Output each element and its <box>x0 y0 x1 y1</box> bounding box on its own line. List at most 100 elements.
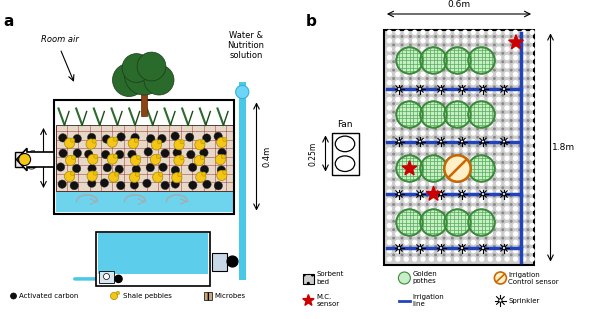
Circle shape <box>521 55 527 60</box>
Circle shape <box>445 30 451 35</box>
Circle shape <box>445 105 451 111</box>
Circle shape <box>444 101 471 128</box>
Circle shape <box>460 195 462 197</box>
Circle shape <box>425 43 428 46</box>
Circle shape <box>404 122 409 127</box>
Circle shape <box>529 139 535 144</box>
Circle shape <box>434 228 437 231</box>
Circle shape <box>445 256 451 262</box>
Circle shape <box>487 97 493 102</box>
Circle shape <box>526 60 529 63</box>
Circle shape <box>467 43 470 46</box>
Circle shape <box>462 197 468 203</box>
Circle shape <box>460 52 462 55</box>
Circle shape <box>437 214 442 220</box>
Circle shape <box>395 30 401 35</box>
Circle shape <box>462 164 468 169</box>
Circle shape <box>502 94 504 97</box>
Circle shape <box>454 256 460 262</box>
Circle shape <box>387 206 392 211</box>
Circle shape <box>158 172 163 176</box>
Circle shape <box>418 152 420 156</box>
Circle shape <box>467 60 470 63</box>
Circle shape <box>526 102 529 105</box>
Circle shape <box>412 256 418 262</box>
Circle shape <box>479 240 485 245</box>
Circle shape <box>529 63 535 69</box>
Circle shape <box>161 149 169 158</box>
Circle shape <box>518 127 521 130</box>
Circle shape <box>526 35 529 38</box>
Circle shape <box>521 256 527 262</box>
Circle shape <box>144 148 152 156</box>
Circle shape <box>440 193 442 196</box>
Circle shape <box>217 137 227 148</box>
Circle shape <box>188 163 197 172</box>
Circle shape <box>470 156 476 161</box>
Circle shape <box>476 161 479 164</box>
Circle shape <box>434 85 437 88</box>
Circle shape <box>529 114 535 119</box>
Circle shape <box>521 71 527 77</box>
Circle shape <box>395 240 401 245</box>
Circle shape <box>451 186 454 189</box>
Circle shape <box>493 52 496 55</box>
Circle shape <box>479 46 485 52</box>
Circle shape <box>496 181 501 186</box>
Circle shape <box>484 52 487 55</box>
Circle shape <box>395 97 401 102</box>
Circle shape <box>454 156 460 161</box>
Circle shape <box>434 136 437 139</box>
Circle shape <box>387 248 392 253</box>
Circle shape <box>462 206 468 211</box>
Circle shape <box>104 273 110 279</box>
Circle shape <box>425 169 428 172</box>
Circle shape <box>479 181 485 186</box>
Circle shape <box>502 111 504 114</box>
Circle shape <box>518 144 521 147</box>
Circle shape <box>521 80 527 85</box>
Circle shape <box>502 245 504 248</box>
Circle shape <box>420 38 426 43</box>
Circle shape <box>443 195 445 197</box>
Circle shape <box>529 130 535 136</box>
Circle shape <box>454 88 460 94</box>
Circle shape <box>401 69 404 71</box>
Circle shape <box>502 169 504 172</box>
Text: Sprinkler: Sprinkler <box>509 298 540 303</box>
Circle shape <box>476 152 479 156</box>
Circle shape <box>419 140 421 143</box>
Circle shape <box>487 63 493 69</box>
Circle shape <box>395 223 401 228</box>
Circle shape <box>462 80 468 85</box>
Circle shape <box>387 55 392 60</box>
Circle shape <box>476 245 479 248</box>
Circle shape <box>521 197 527 203</box>
Circle shape <box>496 147 501 152</box>
Circle shape <box>496 105 501 111</box>
Circle shape <box>502 186 504 189</box>
Circle shape <box>428 114 434 119</box>
Circle shape <box>476 220 479 223</box>
Circle shape <box>526 127 529 130</box>
Circle shape <box>484 152 487 156</box>
Text: Golden
pothes: Golden pothes <box>413 271 437 285</box>
Circle shape <box>470 97 476 102</box>
Circle shape <box>509 237 512 240</box>
Circle shape <box>428 181 434 186</box>
Circle shape <box>409 169 412 172</box>
Circle shape <box>409 203 412 206</box>
Circle shape <box>509 127 512 130</box>
Circle shape <box>454 181 460 186</box>
Circle shape <box>404 172 409 178</box>
Circle shape <box>443 119 445 122</box>
Circle shape <box>425 186 428 189</box>
Circle shape <box>445 71 451 77</box>
Circle shape <box>470 88 476 94</box>
Circle shape <box>504 130 509 136</box>
Circle shape <box>404 80 409 85</box>
Circle shape <box>521 139 527 144</box>
Circle shape <box>451 35 454 38</box>
Circle shape <box>437 248 442 253</box>
Circle shape <box>502 237 504 240</box>
